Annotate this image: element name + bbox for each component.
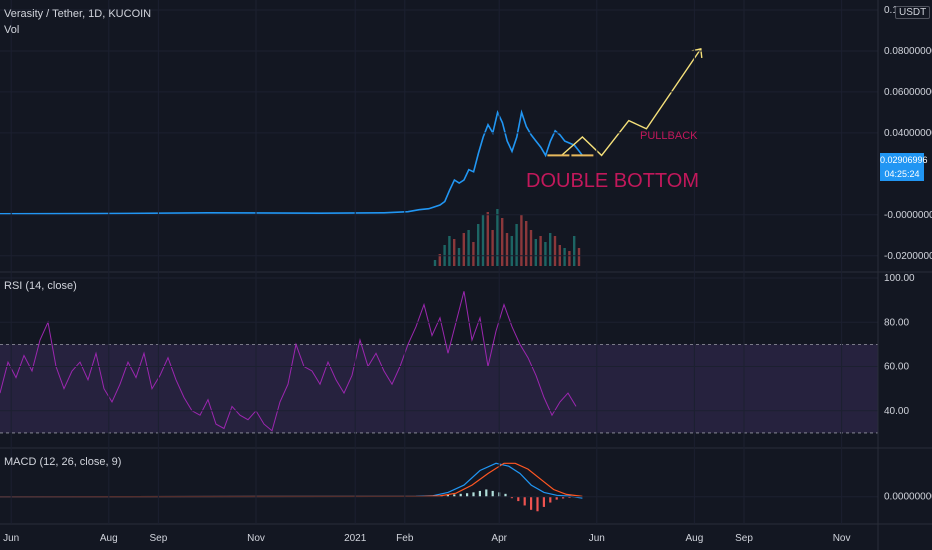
volume-bar (457, 248, 461, 266)
volume-bar (577, 248, 581, 266)
volume-bar (433, 260, 437, 266)
macd-histogram-bar (549, 496, 552, 503)
macd-histogram-bar (485, 489, 488, 497)
macd-histogram-bar (446, 494, 449, 497)
macd-histogram-bar (562, 496, 565, 499)
rsi-pane: 100.00 80.00 60.00 40.00 (0, 273, 915, 434)
time-tick-label: Sep (735, 533, 753, 544)
macd-axis-tick-label: 0.00000000 (884, 492, 932, 503)
currency-badge[interactable]: USDT (895, 6, 931, 19)
rsi-series-line (0, 291, 577, 432)
price-axis-tick-label: 0.06000000 (884, 87, 932, 98)
time-tick-label: Feb (396, 533, 414, 544)
time-tick-label: Nov (247, 533, 265, 544)
time-tick-label: Jun (3, 533, 19, 544)
time-tick-label: 2021 (344, 533, 367, 544)
volume-bar (505, 233, 509, 266)
symbol-title: Verasity / Tether, 1D, KUCOIN (4, 8, 152, 20)
time-tick-label: Jun (589, 533, 605, 544)
rsi-band (0, 344, 878, 433)
time-tick-label: Apr (491, 533, 507, 544)
volume-bar (553, 236, 557, 266)
volume-bar (534, 239, 537, 266)
macd-histogram-bar (530, 496, 533, 510)
macd-histogram-bar (466, 493, 469, 497)
macd-histogram-bar (478, 490, 481, 497)
volume-bar (491, 230, 494, 266)
macd-histogram-bar (523, 496, 526, 506)
volume-bar (520, 215, 523, 266)
volume-bar (477, 224, 480, 266)
projection-line (561, 48, 702, 157)
macd-histogram-bar (510, 496, 513, 499)
rsi-axis-tick-label: 60.00 (884, 362, 909, 373)
volume-bar (438, 254, 441, 266)
macd-pane: 0.00000000 (0, 462, 932, 512)
volume-bar (568, 251, 571, 266)
macd-histogram-bar (472, 492, 475, 497)
volume-bar (544, 242, 547, 266)
macd-histogram-bar (453, 494, 456, 497)
volume-legend: Vol (4, 24, 20, 36)
volume-bar (486, 212, 489, 266)
rsi-legend: RSI (14, close) (4, 280, 77, 292)
time-tick-label: Sep (150, 533, 168, 544)
volume-bar (481, 215, 485, 266)
volume-bar (515, 224, 518, 266)
projection-arrowhead (691, 48, 703, 58)
volume-bar (573, 236, 576, 266)
macd-histogram-bar (542, 496, 545, 507)
volume-bar (472, 242, 475, 266)
volume-bar (529, 230, 533, 266)
rsi-axis-tick-label: 40.00 (884, 406, 909, 417)
volume-bar (453, 239, 456, 266)
volume-bar (496, 209, 499, 266)
volume-bar (467, 230, 470, 266)
rsi-axis-tick-label: 100.00 (884, 273, 915, 284)
macd-histogram-bar (568, 496, 571, 498)
last-price-value: 0.02906996 (880, 155, 928, 165)
bar-countdown: 04:25:24 (884, 169, 920, 179)
annotation-pullback: PULLBACK (640, 130, 698, 142)
price-axis-tick-label: -0.00000000 (884, 210, 932, 221)
time-tick-label: Aug (686, 533, 704, 544)
macd-histogram-bar (504, 493, 507, 497)
macd-histogram-bar (491, 490, 494, 497)
price-pane: 0.1 0.08000000 0.06000000 0.04000000 -0.0000… (0, 5, 932, 266)
volume-bar (539, 236, 542, 266)
volume-bar (510, 236, 513, 266)
macd-histogram-bar (459, 493, 462, 497)
volume-bar (525, 221, 528, 266)
rsi-axis-tick-label: 80.00 (884, 317, 909, 328)
volume-bar (448, 236, 451, 266)
price-axis-tick-label: 0.1 (884, 5, 898, 16)
macd-histogram-bar (536, 496, 539, 512)
price-axis-tick-label: 0.08000000 (884, 46, 932, 57)
price-series-line (0, 109, 584, 215)
price-axis-tick-label: 0.04000000 (884, 128, 932, 139)
volume-bar (462, 233, 465, 266)
macd-legend: MACD (12, 26, close, 9) (4, 456, 122, 468)
price-axis-tick-label: -0.02000000 (884, 251, 932, 262)
macd-histogram-bar (555, 496, 558, 500)
last-price-tag: 0.02906996 04:25:24 (880, 153, 928, 181)
macd-signal-line (0, 462, 583, 498)
time-tick-label: Nov (833, 533, 851, 544)
volume-bar (563, 248, 566, 266)
macd-histogram-bar (517, 496, 520, 502)
volume-bar (549, 233, 552, 266)
volume-bar (501, 218, 504, 266)
time-tick-label: Aug (100, 533, 118, 544)
annotation-double-bottom: DOUBLE BOTTOM (526, 170, 699, 192)
